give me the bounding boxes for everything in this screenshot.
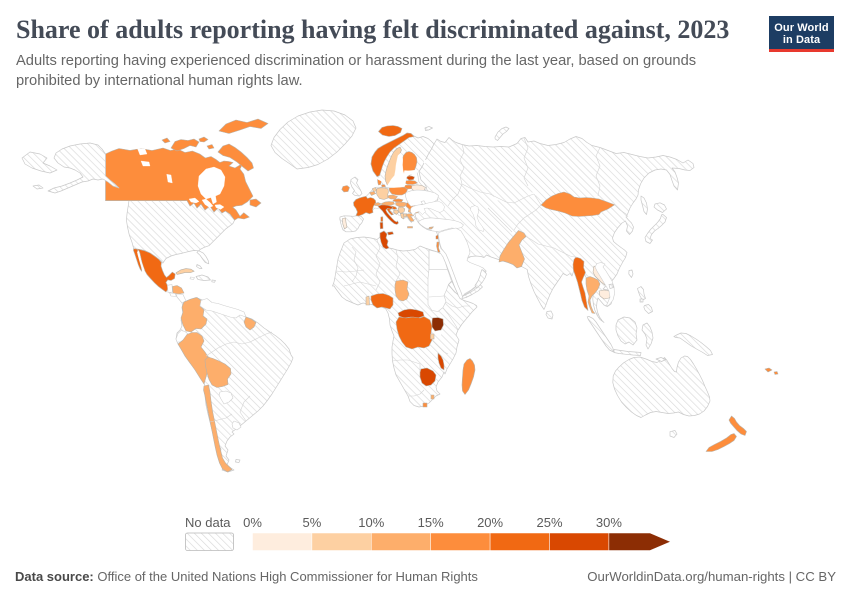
svg-text:10%: 10%	[358, 515, 384, 530]
svg-text:20%: 20%	[477, 515, 503, 530]
svg-text:No data: No data	[185, 515, 231, 530]
svg-text:25%: 25%	[536, 515, 562, 530]
svg-text:5%: 5%	[303, 515, 322, 530]
svg-text:30%: 30%	[596, 515, 622, 530]
svg-text:0%: 0%	[243, 515, 262, 530]
svg-text:15%: 15%	[418, 515, 444, 530]
